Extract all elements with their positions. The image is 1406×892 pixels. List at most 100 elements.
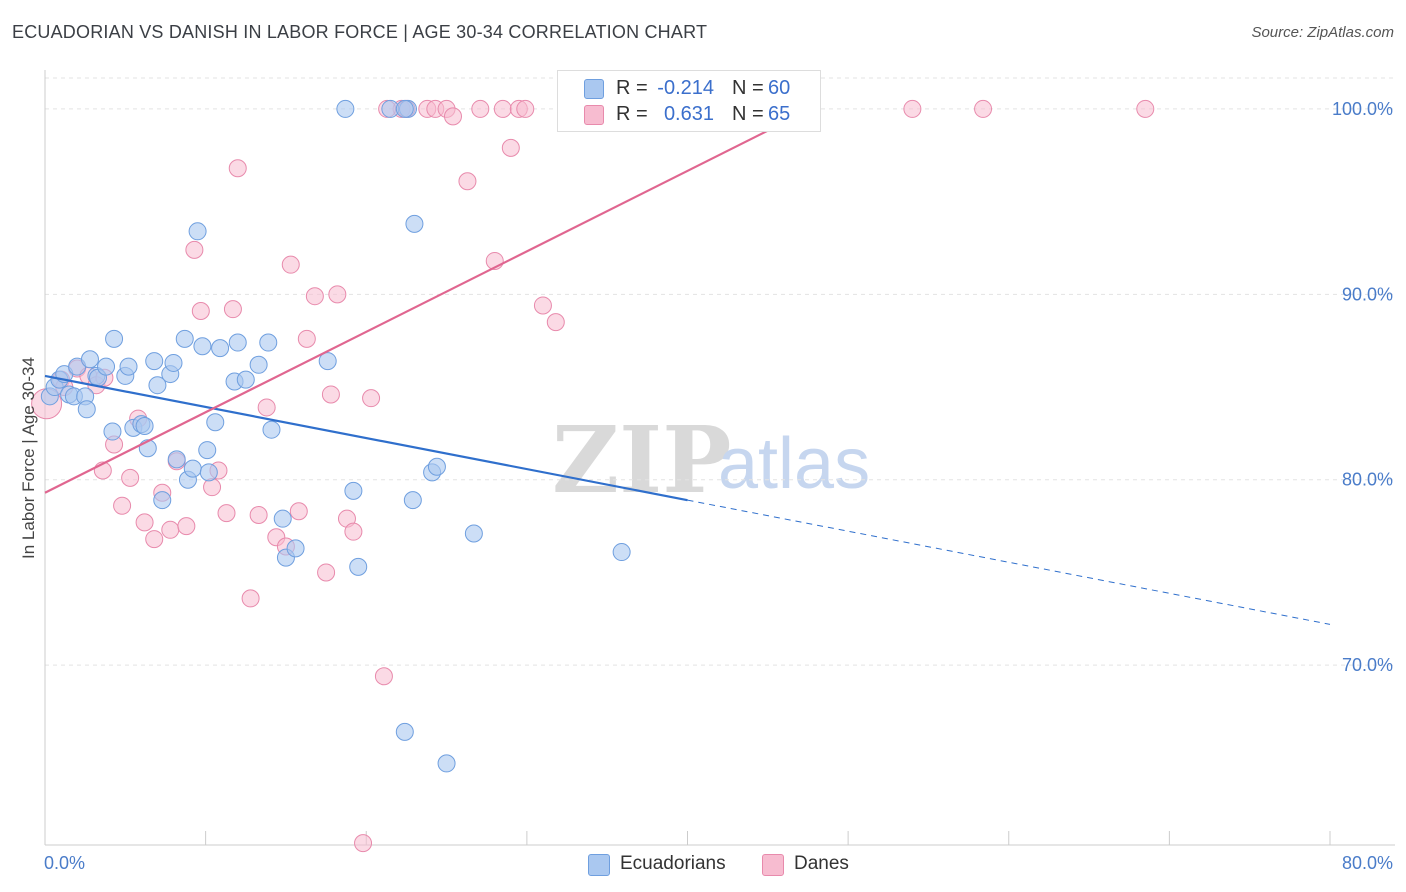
source-credit: Source: ZipAtlas.com: [1251, 24, 1394, 41]
data-point-ecuadorians: [145, 352, 164, 371]
data-point-ecuadorians: [119, 357, 138, 376]
legend-row-danes: R = 0.631 N = 65: [558, 101, 820, 127]
trend-line-ecuadorians-extrapolated: [687, 499, 1331, 625]
data-point-danes: [135, 513, 154, 532]
trend-line-danes: [44, 107, 812, 494]
y-tick-label: 90.0%: [1342, 284, 1393, 304]
legend-swatch-danes: [762, 854, 784, 876]
data-point-danes: [354, 834, 373, 853]
watermark: ZIP atlas: [552, 406, 870, 514]
trend-lines: [44, 107, 1331, 625]
data-point-ecuadorians: [236, 370, 255, 389]
legend-swatch-ecuadorians: [588, 854, 610, 876]
legend-r-value: -0.214: [657, 77, 714, 99]
watermark-atlas: atlas: [718, 424, 870, 504]
chart-title: ECUADORIAN VS DANISH IN LABOR FORCE | AG…: [12, 22, 708, 42]
data-point-ecuadorians: [228, 333, 247, 352]
data-point-ecuadorians: [105, 329, 124, 348]
data-point-danes: [161, 520, 180, 539]
data-point-danes: [257, 398, 276, 417]
legend-r-label: R =: [616, 77, 648, 99]
data-point-danes: [145, 530, 164, 549]
y-axis-label: In Labor Force | Age 30-34: [19, 357, 38, 559]
data-point-ecuadorians: [427, 457, 446, 476]
data-point-danes: [223, 300, 242, 319]
data-point-danes: [185, 240, 204, 259]
data-point-danes: [533, 296, 552, 315]
data-point-danes: [217, 504, 236, 523]
data-point-ecuadorians: [403, 491, 422, 510]
data-point-ecuadorians: [103, 422, 122, 441]
data-point-ecuadorians: [80, 350, 99, 369]
data-point-ecuadorians: [198, 441, 217, 460]
data-point-danes: [362, 389, 381, 408]
data-point-ecuadorians: [206, 413, 225, 432]
data-point-ecuadorians: [167, 450, 186, 469]
legend-row-ecuadorians: R = -0.214 N = 60: [558, 75, 820, 101]
data-point-danes: [471, 99, 490, 118]
data-point-ecuadorians: [464, 524, 483, 543]
data-point-danes: [903, 99, 922, 118]
data-point-ecuadorians: [437, 754, 456, 773]
data-point-ecuadorians: [77, 400, 96, 419]
legend-n-value: 65: [768, 103, 791, 125]
data-point-ecuadorians: [262, 420, 281, 439]
data-point-ecuadorians: [344, 481, 363, 500]
y-tick-label: 80.0%: [1342, 470, 1393, 490]
legend-n-label: N =: [732, 103, 764, 125]
data-point-danes: [344, 522, 363, 541]
x-tick-label: 0.0%: [44, 853, 85, 873]
data-point-danes: [443, 107, 462, 126]
data-point-danes: [281, 255, 300, 274]
data-point-danes: [191, 302, 210, 321]
data-point-ecuadorians: [286, 539, 305, 558]
data-point-danes: [305, 287, 324, 306]
legend-label-danes: Danes: [794, 853, 849, 874]
x-tick-label: 80.0%: [1342, 853, 1393, 873]
data-point-danes: [501, 138, 520, 157]
y-tick-label: 70.0%: [1342, 655, 1393, 675]
tick-labels: 100.0% 90.0% 80.0% 70.0% 0.0% 80.0%: [44, 99, 1393, 873]
correlation-legend: R = -0.214 N = 60 R = 0.631 N = 65: [557, 70, 821, 132]
data-point-ecuadorians: [249, 355, 268, 374]
data-point-danes: [374, 667, 393, 686]
data-point-ecuadorians: [183, 459, 202, 478]
data-point-danes: [113, 496, 132, 515]
data-point-ecuadorians: [193, 337, 212, 356]
legend-swatch-ecuadorians: [584, 79, 604, 99]
legend-n-value: 60: [768, 77, 791, 99]
series-legend: Ecuadorians Danes: [0, 852, 1406, 878]
data-point-danes: [249, 505, 268, 524]
data-point-danes: [203, 478, 222, 497]
data-point-danes: [458, 172, 477, 191]
legend-label-ecuadorians: Ecuadorians: [620, 853, 726, 874]
data-point-danes: [317, 563, 336, 582]
data-point-ecuadorians: [199, 463, 218, 482]
data-point-danes: [546, 313, 565, 332]
data-point-ecuadorians: [349, 557, 368, 576]
data-point-danes: [228, 159, 247, 178]
data-point-ecuadorians: [175, 329, 194, 348]
legend-r-value: 0.631: [663, 103, 714, 125]
data-point-ecuadorians: [211, 339, 230, 358]
trend-line-ecuadorians: [44, 374, 688, 502]
data-point-danes: [974, 99, 993, 118]
data-point-danes: [516, 99, 535, 118]
data-point-ecuadorians: [148, 376, 167, 395]
data-point-danes: [321, 385, 340, 404]
data-point-ecuadorians: [336, 99, 355, 118]
data-point-ecuadorians: [405, 214, 424, 233]
data-point-danes: [241, 589, 260, 608]
y-tick-label: 100.0%: [1332, 99, 1393, 119]
data-point-ecuadorians: [164, 353, 183, 372]
data-point-ecuadorians: [153, 491, 172, 510]
data-point-danes: [297, 329, 316, 348]
data-point-ecuadorians: [273, 509, 292, 528]
data-point-ecuadorians: [259, 333, 278, 352]
data-point-danes: [177, 517, 196, 536]
legend-r-label: R =: [616, 103, 648, 125]
data-point-ecuadorians: [97, 357, 116, 376]
data-point-danes: [328, 285, 347, 304]
data-point-ecuadorians: [135, 416, 154, 435]
